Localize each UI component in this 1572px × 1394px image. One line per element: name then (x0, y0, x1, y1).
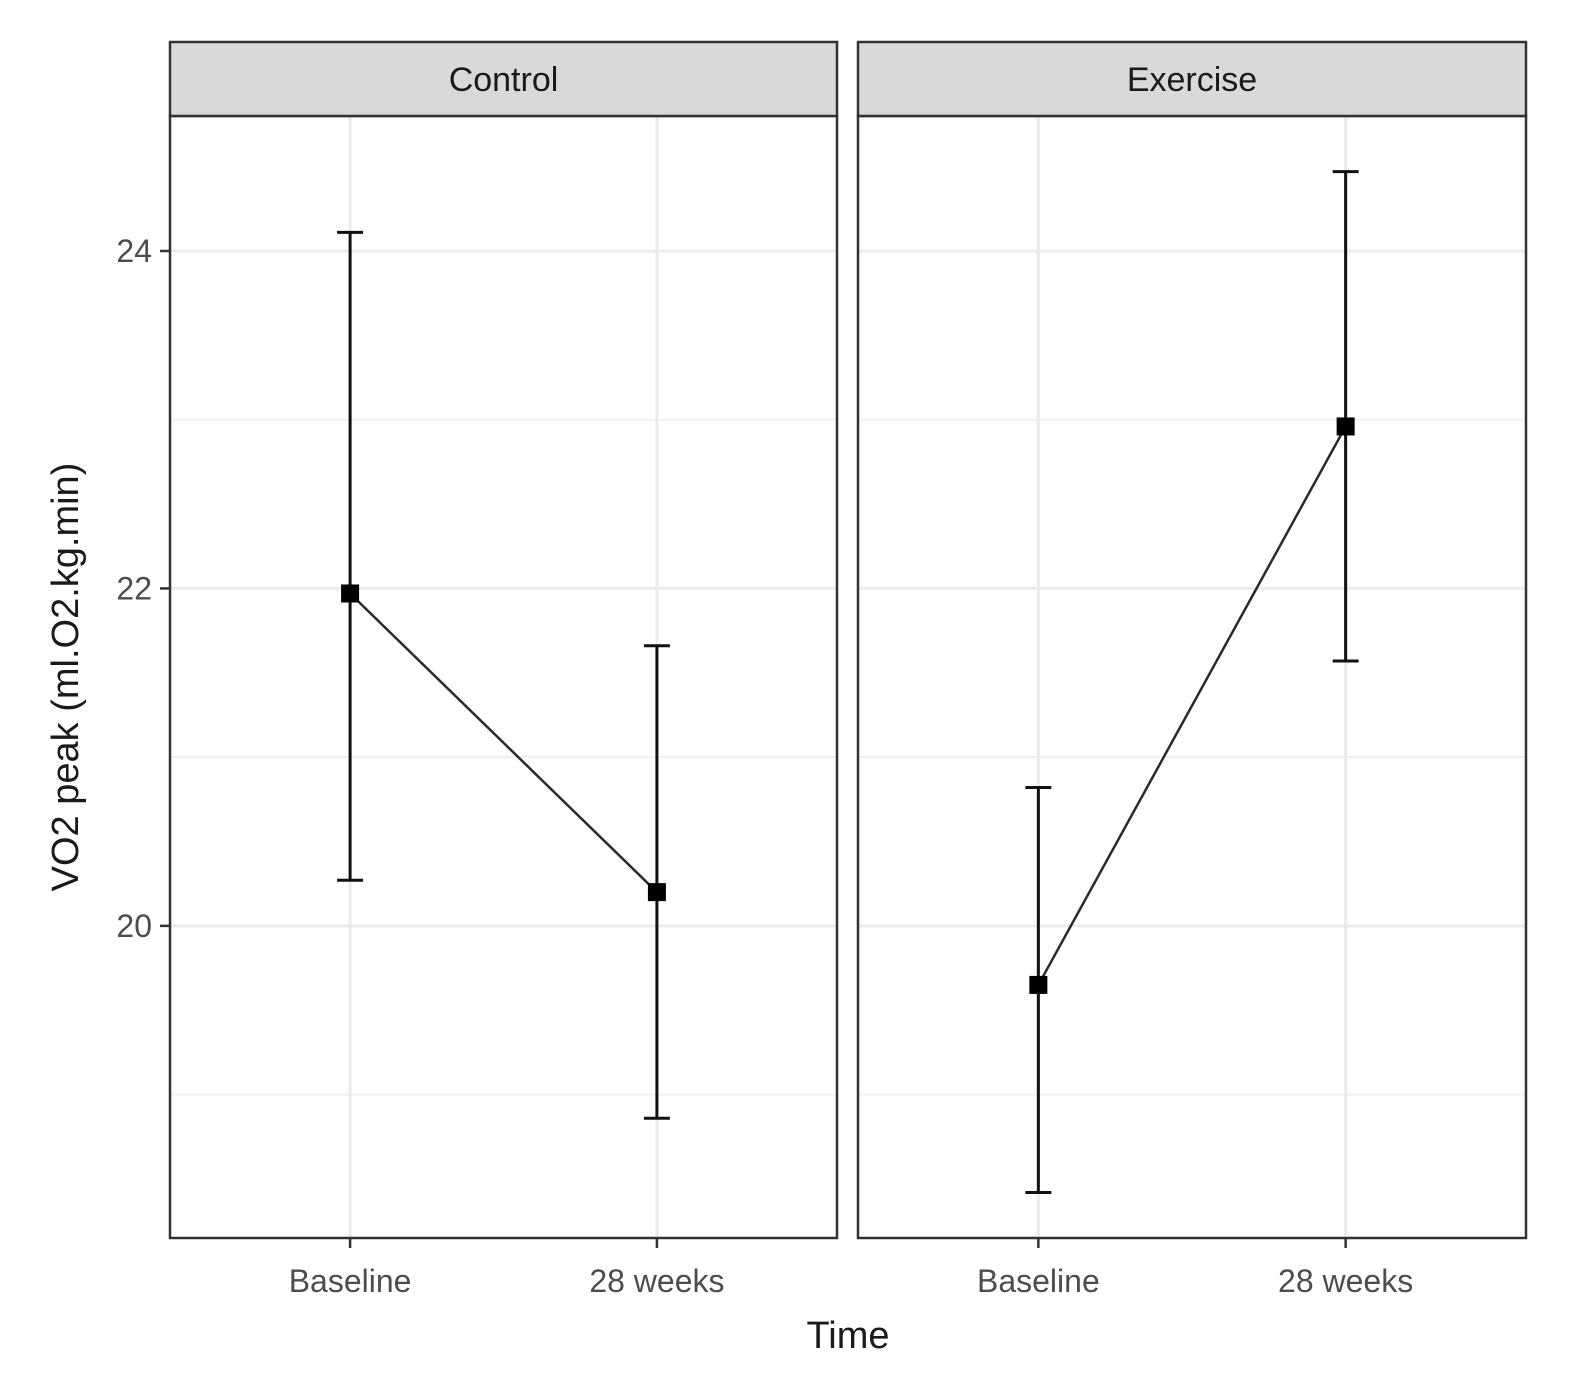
facet-panel-exercise: Exercise Baseline 28 weeks (856, 40, 1528, 1299)
panel-background (170, 116, 837, 1238)
series-line (349, 592, 658, 894)
y-axis: 20 22 24 (116, 233, 170, 944)
facet-strip (856, 40, 1528, 118)
panel-background (858, 116, 1526, 1238)
panels-layer: Control Baseline 28 weeks Exercise Baseline 2… (168, 40, 1528, 1299)
y-axis-title: VO2 peak (ml.O2.kg.min) (45, 463, 87, 892)
x-tick-label: 28 weeks (1278, 1263, 1413, 1299)
y-tick-label: 20 (116, 908, 152, 944)
y-tick-label: 24 (116, 233, 152, 269)
data-point (1336, 417, 1355, 436)
facet-strip (168, 40, 839, 118)
x-axis-title: Time (806, 1315, 889, 1357)
facet-strip-label: Exercise (1127, 61, 1257, 99)
y-tick-label: 22 (116, 570, 152, 606)
facet-panel-control: Control Baseline 28 weeks (168, 40, 839, 1299)
facet-strip-label: Control (449, 61, 559, 99)
data-point (647, 883, 666, 902)
x-tick-label: Baseline (289, 1263, 412, 1299)
data-point (1029, 975, 1048, 994)
x-tick-label: Baseline (977, 1263, 1100, 1299)
data-point (341, 584, 360, 603)
series-line (1037, 425, 1347, 986)
x-tick-label: 28 weeks (589, 1263, 724, 1299)
